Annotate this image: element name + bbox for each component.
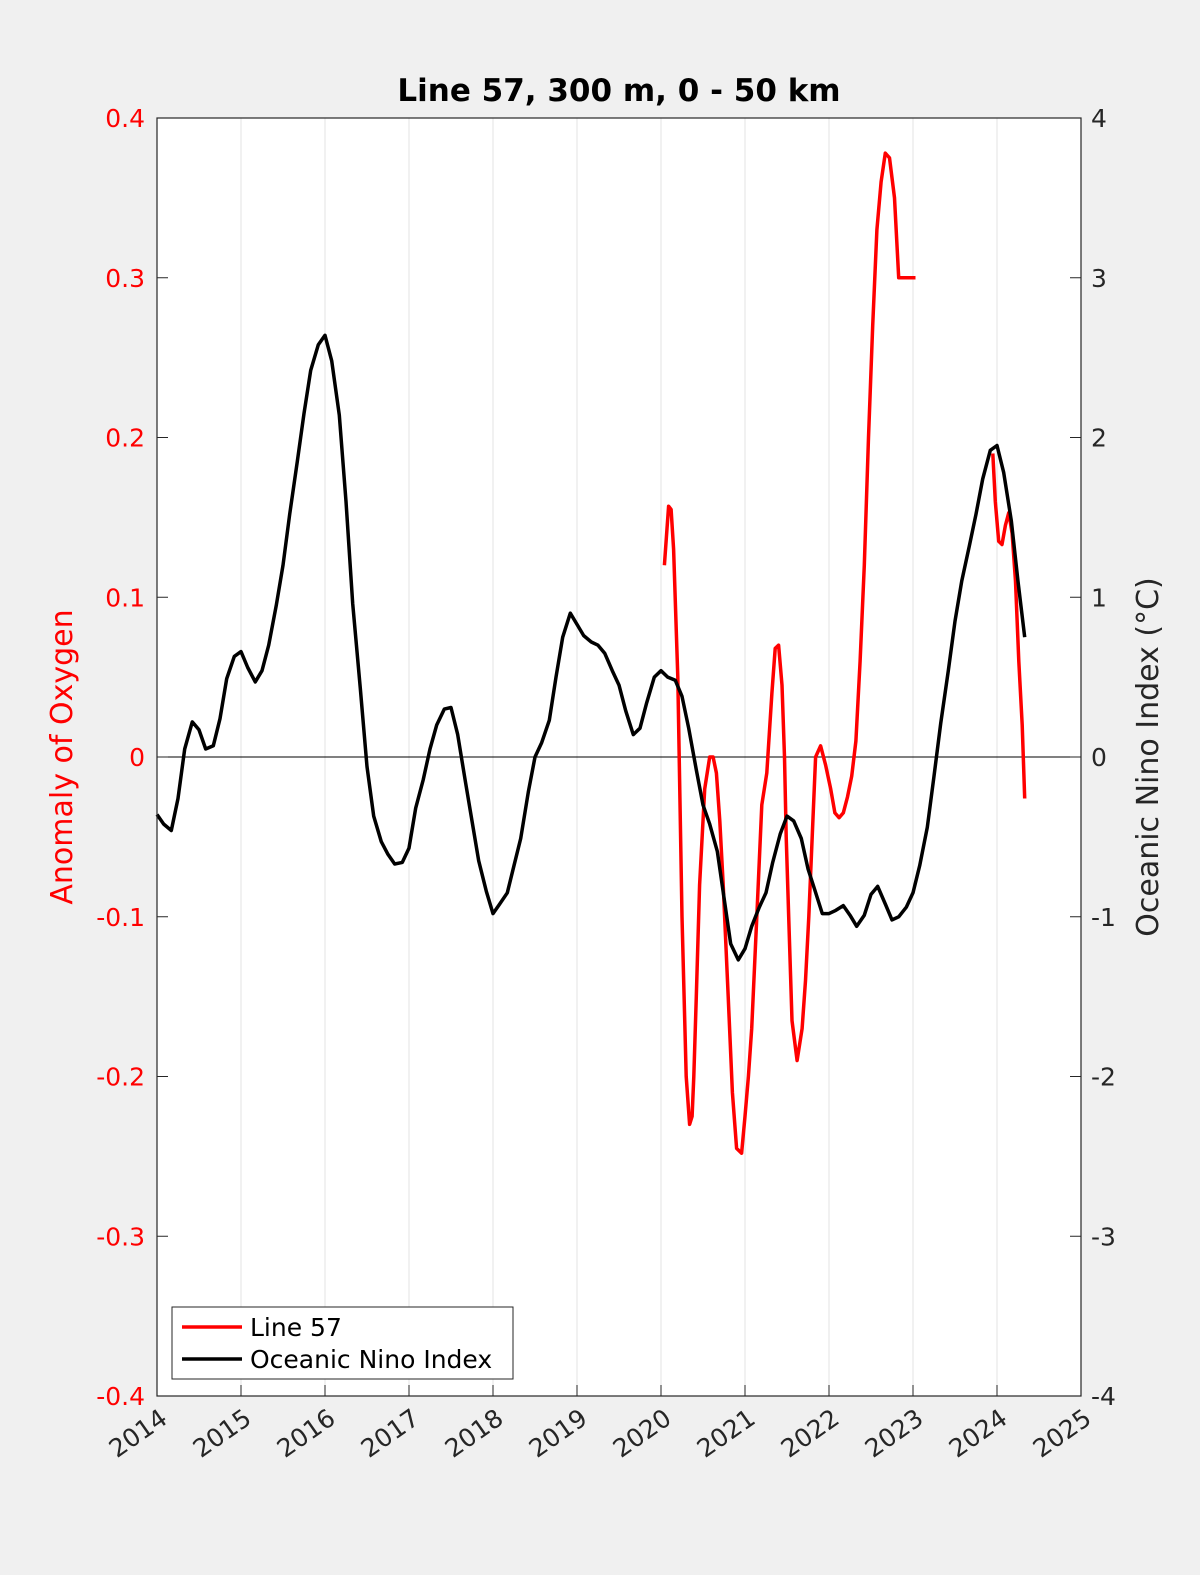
- right-tick-label: 4: [1091, 104, 1107, 133]
- legend-label-oni: Oceanic Nino Index: [250, 1345, 492, 1374]
- right-tick-label: 1: [1091, 583, 1107, 612]
- legend: Line 57 Oceanic Nino Index: [171, 1306, 514, 1380]
- left-tick-label: -0.4: [96, 1382, 145, 1411]
- series-layer: [155, 151, 1027, 1155]
- right-tick-label: -1: [1091, 903, 1116, 932]
- left-tick-label: 0.3: [105, 264, 145, 293]
- left-axis-ticks: -0.4 -0.3 -0.2 -0.1 0 0.1 0.2 0.3 0.4: [96, 104, 168, 1411]
- left-tick-label: 0.1: [105, 583, 145, 612]
- legend-label-line-57: Line 57: [250, 1313, 342, 1342]
- left-tick-label: 0: [129, 743, 145, 772]
- right-tick-label: -3: [1091, 1222, 1116, 1251]
- left-tick-label: -0.2: [96, 1063, 145, 1092]
- legend-box: [171, 1306, 514, 1380]
- series-line-oni-segment-0: [155, 333, 1027, 962]
- right-axis-ticks: -4 -3 -2 -1 0 1 2 3 4: [1070, 104, 1116, 1411]
- right-tick-label: 2: [1091, 424, 1107, 453]
- left-tick-label: 0.4: [105, 104, 145, 133]
- left-tick-label: -0.1: [96, 903, 145, 932]
- y-axis-label-right: Oceanic Nino Index (°C): [1131, 577, 1166, 937]
- y-axis-label-left: Anomaly of Oxygen: [45, 609, 80, 904]
- chart-title: Line 57, 300 m, 0 - 50 km: [397, 73, 840, 109]
- series-line-line-57-segment-0: [662, 151, 916, 1155]
- right-tick-label: 3: [1091, 264, 1107, 293]
- left-tick-label: -0.3: [96, 1222, 145, 1251]
- left-tick-label: 0.2: [105, 424, 145, 453]
- right-tick-label: -2: [1091, 1063, 1116, 1092]
- right-tick-label: -4: [1091, 1382, 1116, 1411]
- right-tick-label: 0: [1091, 743, 1107, 772]
